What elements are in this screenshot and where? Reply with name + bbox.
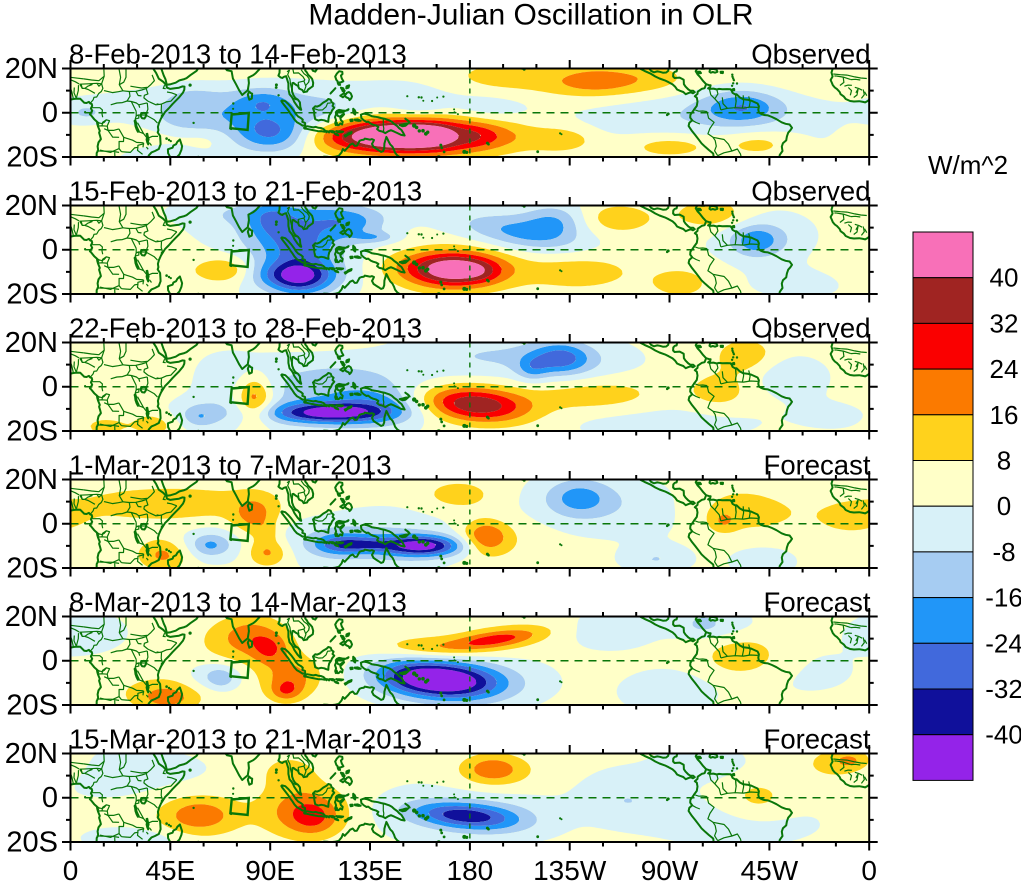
svg-text:45W: 45W (741, 855, 799, 886)
svg-text:0: 0 (42, 234, 58, 266)
svg-text:180: 180 (447, 855, 494, 886)
svg-text:0: 0 (42, 782, 58, 814)
svg-text:20N: 20N (5, 464, 58, 496)
svg-text:20N: 20N (5, 190, 58, 222)
svg-text:0: 0 (997, 491, 1011, 521)
svg-text:Observed: Observed (751, 176, 870, 207)
svg-text:16: 16 (990, 400, 1019, 430)
svg-text:Observed: Observed (751, 313, 870, 344)
svg-text:32: 32 (990, 308, 1019, 338)
svg-text:Madden-Julian Oscillation in O: Madden-Julian Oscillation in OLR (308, 0, 753, 32)
svg-text:W/m^2: W/m^2 (928, 150, 1008, 180)
svg-text:22-Feb-2013 to 28-Feb-2013: 22-Feb-2013 to 28-Feb-2013 (69, 313, 422, 344)
svg-text:8-Mar-2013 to 14-Mar-2013: 8-Mar-2013 to 14-Mar-2013 (69, 587, 407, 618)
svg-text:135W: 135W (533, 855, 607, 886)
svg-text:15-Mar-2013 to 21-Mar-2013: 15-Mar-2013 to 21-Mar-2013 (69, 724, 422, 755)
svg-text:-8: -8 (992, 537, 1015, 567)
svg-text:0: 0 (42, 371, 58, 403)
svg-text:90E: 90E (245, 855, 295, 886)
svg-text:-16: -16 (985, 583, 1021, 613)
svg-text:20S: 20S (6, 416, 58, 448)
svg-text:90W: 90W (641, 855, 699, 886)
svg-text:-32: -32 (985, 674, 1021, 704)
svg-text:0: 0 (42, 508, 58, 540)
svg-text:45E: 45E (145, 855, 195, 886)
svg-text:20N: 20N (5, 601, 58, 633)
svg-text:20N: 20N (5, 738, 58, 770)
svg-text:Forecast: Forecast (764, 450, 871, 481)
svg-text:0: 0 (63, 855, 79, 886)
svg-text:8-Feb-2013 to 14-Feb-2013: 8-Feb-2013 to 14-Feb-2013 (69, 39, 407, 70)
svg-text:24: 24 (990, 354, 1019, 384)
svg-text:40: 40 (990, 263, 1019, 293)
svg-text:20S: 20S (6, 690, 58, 722)
svg-text:20N: 20N (5, 327, 58, 359)
svg-text:20S: 20S (6, 142, 58, 174)
svg-text:Forecast: Forecast (764, 587, 871, 618)
svg-text:135E: 135E (337, 855, 402, 886)
svg-text:20N: 20N (5, 53, 58, 85)
svg-text:-24: -24 (985, 628, 1021, 658)
svg-text:15-Feb-2013 to 21-Feb-2013: 15-Feb-2013 to 21-Feb-2013 (69, 176, 422, 207)
svg-text:20S: 20S (6, 279, 58, 311)
svg-text:20S: 20S (6, 827, 58, 859)
svg-text:0: 0 (42, 97, 58, 129)
svg-text:1-Mar-2013 to 7-Mar-2013: 1-Mar-2013 to 7-Mar-2013 (69, 450, 392, 481)
svg-text:Observed: Observed (751, 39, 870, 70)
svg-text:0: 0 (861, 855, 877, 886)
svg-text:0: 0 (42, 645, 58, 677)
svg-text:Forecast: Forecast (764, 724, 871, 755)
svg-text:20S: 20S (6, 553, 58, 585)
svg-text:8: 8 (997, 446, 1011, 476)
svg-text:-40: -40 (985, 720, 1021, 750)
